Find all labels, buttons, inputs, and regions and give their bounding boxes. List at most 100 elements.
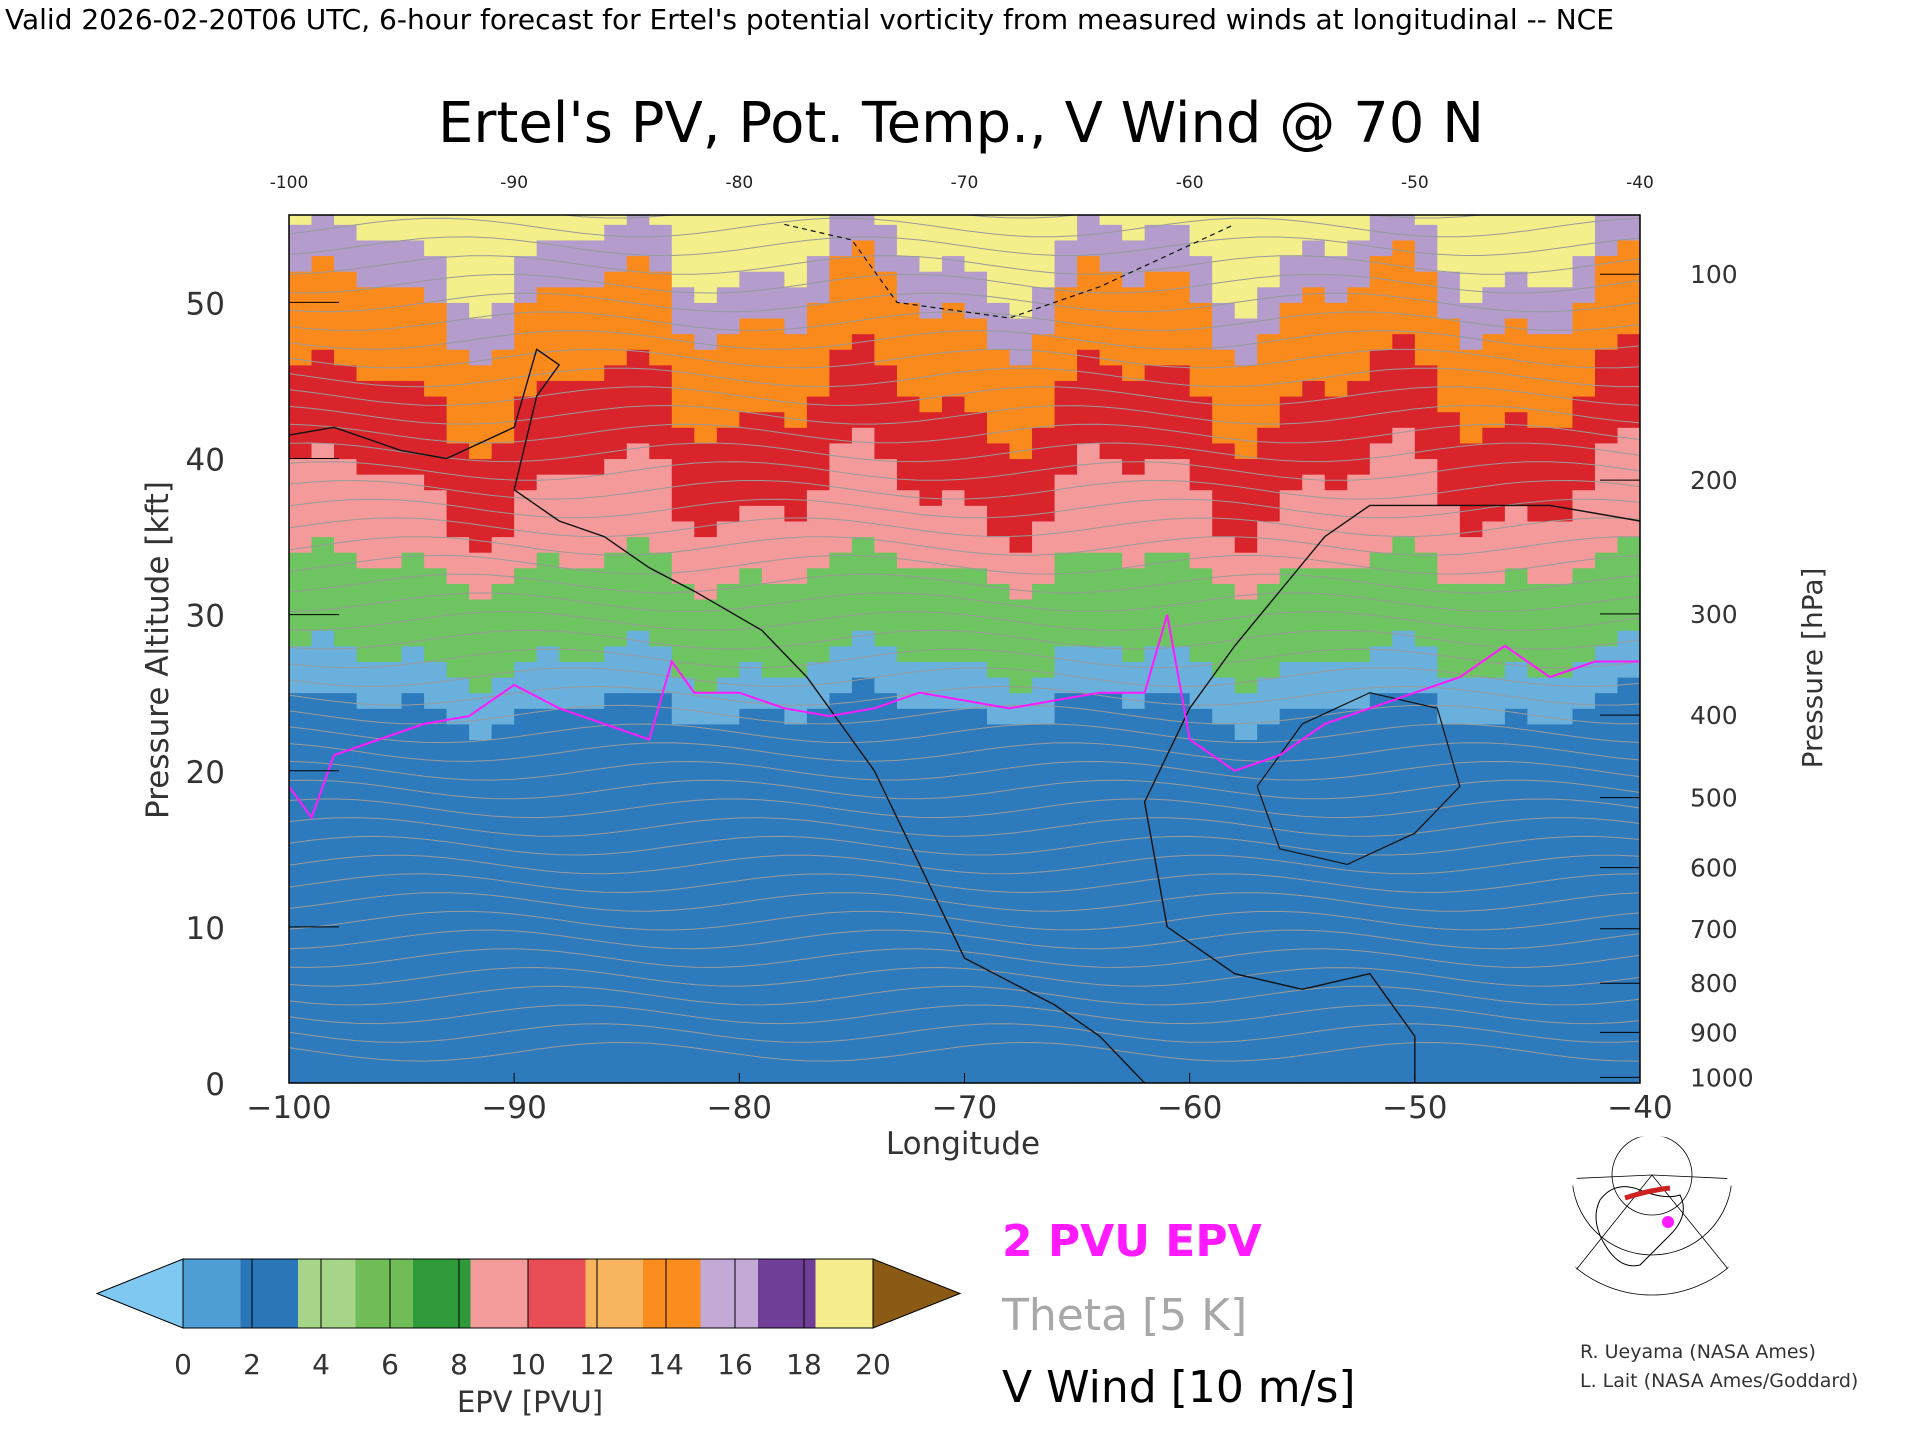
epv-cell [1459, 614, 1483, 631]
epv-cell [1099, 645, 1123, 662]
epv-cell [716, 239, 740, 257]
epv-cell [1572, 770, 1596, 787]
epv-cell [1324, 442, 1348, 460]
epv-cell [1437, 318, 1461, 335]
epv-cell [829, 552, 853, 569]
epv-cell [469, 911, 493, 928]
epv-cell [739, 630, 763, 647]
epv-cell [536, 255, 560, 272]
epv-cell [851, 926, 875, 943]
epv-cell [784, 692, 808, 709]
epv-cell [716, 630, 740, 647]
epv-cell [1549, 458, 1573, 475]
epv-cell [334, 645, 358, 662]
epv-cell [626, 989, 650, 1006]
epv-cell [987, 318, 1011, 335]
epv-cell [874, 302, 898, 319]
theta-line [289, 910, 1640, 931]
epv-cell [604, 739, 628, 756]
epv-cell [469, 286, 493, 303]
epv-cell [1212, 599, 1236, 616]
epv-cell [1549, 505, 1573, 522]
epv-cell [1459, 349, 1483, 366]
epv-cell [784, 786, 808, 803]
epv-cell [626, 458, 650, 475]
epv-cell [1077, 739, 1101, 756]
epv-cell [964, 520, 988, 538]
pressure-tick-label: 100 [1690, 260, 1738, 289]
epv-cell [1414, 817, 1438, 834]
epv-cell [559, 1051, 583, 1068]
epv-cell [919, 1036, 943, 1053]
epv-cell [1549, 942, 1573, 959]
epv-cell [1369, 911, 1393, 928]
epv-cell [1504, 552, 1528, 569]
epv-cell [1189, 630, 1213, 647]
epv-cell [896, 271, 920, 288]
epv-cell [491, 552, 515, 569]
epv-cell [1032, 380, 1056, 397]
epv-cell [874, 215, 898, 225]
epv-cell [1617, 755, 1640, 772]
epv-cell [356, 318, 380, 335]
epv-cell [1504, 520, 1528, 538]
epv-cell [896, 396, 920, 413]
epv-cell [987, 911, 1011, 928]
epv-cell [1077, 505, 1101, 522]
epv-cell [1032, 880, 1056, 897]
epv-cell [1617, 458, 1640, 475]
epv-cell [1257, 817, 1281, 834]
epv-cell [874, 973, 898, 990]
epv-cell [379, 271, 403, 288]
epv-cell [356, 801, 380, 819]
epv-cell [941, 427, 965, 444]
epv-cell [401, 333, 425, 350]
epv-cell [469, 989, 493, 1006]
epv-cell [559, 536, 583, 553]
epv-cell [1167, 989, 1191, 1006]
epv-cell [1302, 286, 1326, 303]
epv-cell [424, 661, 448, 678]
epv-cell [919, 801, 943, 819]
epv-cell [1099, 536, 1123, 553]
epv-cell [289, 880, 313, 897]
epv-cell [1212, 848, 1236, 865]
epv-cell [1437, 1020, 1461, 1037]
epv-cell [1257, 489, 1281, 506]
epv-cell [829, 302, 853, 319]
epv-cell [1572, 458, 1596, 475]
epv-cell [806, 692, 830, 709]
epv-cell [491, 286, 515, 303]
epv-cell [334, 614, 358, 631]
epv-cell [1189, 708, 1213, 725]
epv-cell [941, 411, 965, 428]
epv-cell [739, 255, 763, 272]
epv-cell [829, 817, 853, 834]
epv-cell [896, 755, 920, 772]
epv-cell [1324, 739, 1348, 756]
epv-cell [1482, 895, 1506, 912]
theta-line [289, 592, 1640, 613]
epv-cell [559, 958, 583, 975]
epv-cell [874, 926, 898, 943]
epv-cell [806, 895, 830, 912]
epv-cell [514, 614, 538, 631]
epv-cell [1279, 583, 1303, 600]
epv-cell [356, 474, 380, 491]
epv-cell [559, 661, 583, 678]
epv-cell [424, 489, 448, 506]
epv-cell [694, 474, 718, 491]
epv-cell [469, 599, 493, 616]
epv-cell [536, 770, 560, 787]
epv-cell [941, 708, 965, 725]
epv-cell [1617, 349, 1640, 366]
epv-cell [1527, 677, 1551, 694]
epv-cell [1212, 614, 1236, 631]
epv-cell [1189, 333, 1213, 350]
epv-cell [761, 1067, 785, 1083]
epv-cell [1302, 661, 1326, 678]
epv-cell [874, 505, 898, 522]
epv-cell [1572, 333, 1596, 350]
epv-cell [784, 708, 808, 725]
epv-cell [311, 318, 335, 335]
